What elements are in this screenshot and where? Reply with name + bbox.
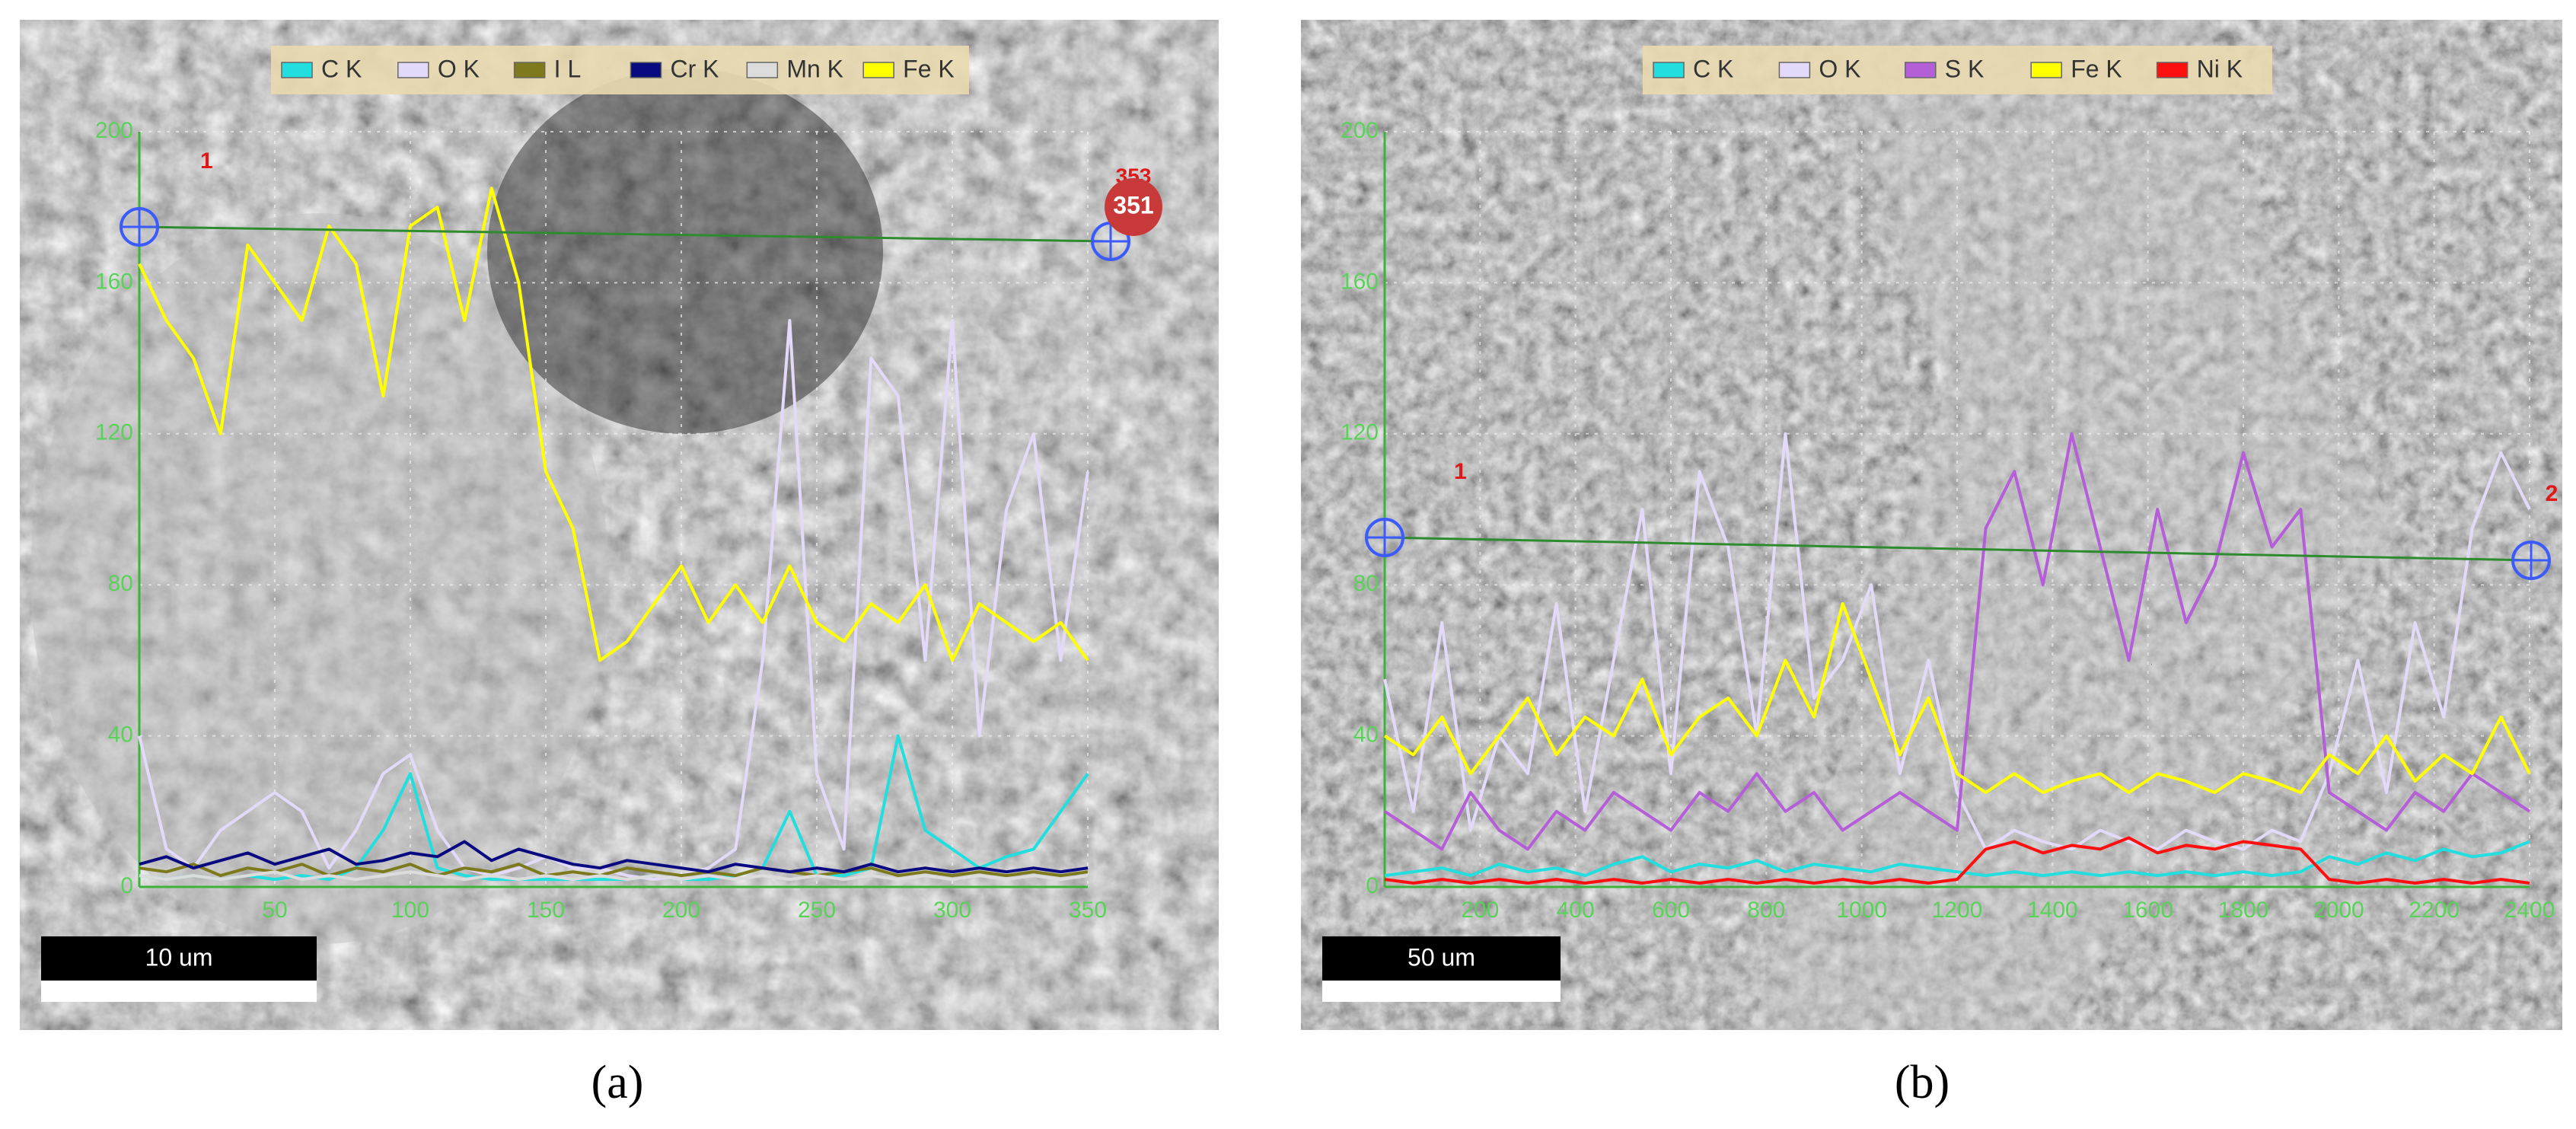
y-tick-label: 40 — [108, 722, 133, 748]
x-tick-label: 200 — [662, 898, 700, 923]
marker-badge — [1105, 178, 1162, 236]
legend-label: Fe K — [903, 55, 955, 82]
x-tick-label: 1400 — [2027, 898, 2078, 923]
series-line — [1383, 432, 2531, 851]
x-tick-label: 2000 — [2313, 898, 2364, 923]
legend-swatch — [1778, 62, 1811, 78]
sem-grain — [1751, 20, 2398, 1030]
cursor-line — [139, 225, 1111, 243]
legend-swatch — [513, 62, 546, 78]
x-tick-label: 250 — [798, 898, 836, 923]
scale-bar-label: 50 um — [1408, 943, 1475, 971]
x-tick-label: 1000 — [1836, 898, 1887, 923]
x-tick-label: 2200 — [2409, 898, 2460, 923]
annotation: 351 — [1113, 191, 1153, 218]
legend-swatch — [746, 62, 779, 78]
series-line — [139, 734, 1089, 882]
legend-label: C K — [1693, 55, 1733, 82]
caption: (a) — [591, 1057, 644, 1108]
series-line — [138, 187, 1089, 662]
legend-label: Cr K — [671, 55, 719, 82]
y-tick-label: 0 — [120, 873, 133, 898]
scale-bar — [1322, 981, 1561, 1002]
scale-bar-label: 10 um — [145, 943, 213, 971]
x-tick-label: 300 — [933, 898, 971, 923]
annotation: 1 — [200, 148, 213, 174]
legend-swatch — [281, 62, 313, 78]
series-line — [139, 863, 1089, 878]
x-tick-label: 600 — [1652, 898, 1690, 923]
sem-shadow — [487, 69, 883, 434]
x-tick-label: 400 — [1557, 898, 1595, 923]
y-tick-label: 160 — [1341, 269, 1379, 294]
series-line — [1383, 432, 2531, 851]
series-line — [1384, 840, 2530, 878]
series-line — [1383, 602, 2531, 794]
x-tick-label: 50 — [262, 898, 287, 923]
legend-label: O K — [438, 55, 480, 82]
y-tick-label: 80 — [108, 571, 133, 596]
series-line — [1384, 836, 2530, 885]
y-tick-label: 200 — [95, 118, 133, 143]
y-tick-label: 40 — [1353, 722, 1379, 748]
legend-label: O K — [1819, 55, 1860, 82]
legend-swatch — [397, 62, 429, 78]
annotation: 1 — [1454, 459, 1467, 484]
series-line — [139, 840, 1089, 874]
legend-swatch — [1653, 62, 1685, 78]
y-tick-label: 200 — [1341, 118, 1379, 143]
x-tick-label: 1800 — [2218, 898, 2269, 923]
y-tick-label: 120 — [95, 420, 133, 445]
caption: (b) — [1895, 1057, 1950, 1108]
legend-swatch — [2156, 62, 2189, 78]
panel-b — [1301, 20, 2562, 1030]
y-tick-label: 0 — [1366, 873, 1379, 898]
legend-label: S K — [1945, 55, 1985, 82]
x-tick-label: 350 — [1069, 898, 1107, 923]
scale-bar — [41, 981, 317, 1002]
legend-swatch — [862, 62, 894, 78]
x-tick-label: 100 — [391, 898, 429, 923]
chart: 0 40 80 120 160 200 200 400 600 800 1000 1200 1400 16… — [1322, 46, 2558, 1002]
x-tick-label: 200 — [1461, 898, 1499, 923]
annotation: 2 — [2546, 481, 2558, 506]
legend-label: Fe K — [2071, 55, 2122, 82]
x-tick-label: 2400 — [2504, 898, 2555, 923]
series-line — [139, 870, 1089, 882]
y-tick-label: 120 — [1341, 420, 1379, 445]
legend-label: I L — [554, 55, 582, 82]
x-tick-label: 1600 — [2122, 898, 2173, 923]
legend-box — [271, 46, 969, 94]
scale-bar-box — [41, 936, 317, 981]
y-tick-label: 160 — [95, 269, 133, 294]
legend-label: Mn K — [786, 55, 843, 82]
legend-label: C K — [321, 55, 362, 82]
cursor-line — [1384, 536, 2532, 562]
scale-bar-box — [1322, 936, 1561, 981]
legend-swatch — [630, 62, 662, 78]
y-tick-label: 80 — [1353, 571, 1379, 596]
legend-label: Ni K — [2197, 55, 2243, 82]
legend-swatch — [2030, 62, 2062, 78]
sem-grain — [30, 213, 609, 944]
legend-swatch — [1905, 62, 1937, 78]
x-tick-label: 1200 — [1932, 898, 1983, 923]
x-tick-label: 150 — [527, 898, 565, 923]
x-tick-label: 800 — [1747, 898, 1785, 923]
